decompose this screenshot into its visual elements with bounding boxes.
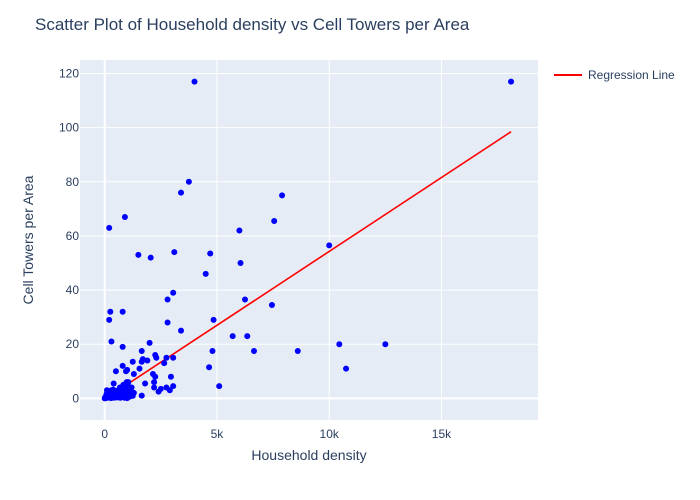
scatter-point [185,178,192,185]
x-tick-label: 0 [101,427,108,441]
scatter-point [138,347,145,354]
scatter-point [178,189,185,196]
y-tick-label: 40 [66,283,80,297]
scatter-point [178,327,185,334]
x-tick-label: 10k [320,427,340,441]
scatter-point [155,388,162,395]
scatter-points [101,78,515,402]
scatter-point [206,364,213,371]
scatter-point [216,383,223,390]
regression-line [104,131,512,400]
scatter-point [138,358,145,365]
x-tick-label: 15k [432,427,452,441]
x-axis-title: Household density [251,447,366,463]
scatter-point [166,387,173,394]
legend-label-regression: Regression Line [588,68,675,82]
plot-area [80,60,538,420]
scatter-point [210,316,217,323]
scatter-point [130,370,137,377]
scatter-point [242,296,249,303]
y-tick-label: 120 [59,67,79,81]
scatter-point [146,339,153,346]
scatter-point [121,213,128,220]
scatter-point [207,250,214,257]
y-tick-label: 20 [66,337,80,351]
scatter-point [279,192,286,199]
scatter-point [151,384,158,391]
scatter-point [147,254,154,261]
scatter-point [142,380,149,387]
scatter-point [163,354,170,361]
scatter-point [108,338,115,345]
scatter-point [129,358,136,365]
scatter-point [135,251,142,258]
scatter-point [107,308,114,315]
scatter-point [236,227,243,234]
scatter-point [161,360,168,367]
scatter-point [202,270,209,277]
tick-labels: 0 5k 10k 15k 0 20 40 60 80 100 120 [59,67,452,441]
scatter-point [237,260,244,267]
scatter-point [119,308,126,315]
scatter-point [170,383,177,390]
scatter-point [250,347,257,354]
plot-content [101,78,515,402]
gridlines [80,60,538,420]
legend: Regression Line [554,68,675,82]
y-tick-label: 60 [66,229,80,243]
y-tick-label: 80 [66,175,80,189]
scatter-point [171,249,178,256]
y-tick-label: 100 [59,121,79,135]
scatter-point [326,242,333,249]
scatter-point [229,333,236,340]
scatter-point [152,373,159,380]
scatter-point [124,366,131,373]
y-axis-title: Cell Towers per Area [20,175,36,304]
chart-title: Scatter Plot of Household density vs Cel… [35,15,470,34]
scatter-point [244,333,251,340]
x-tick-label: 5k [211,427,225,441]
scatter-point [294,347,301,354]
scatter-point [167,373,174,380]
scatter-point [191,78,198,85]
scatter-point [106,316,113,323]
scatter-point [164,319,171,326]
scatter-point [124,392,131,399]
scatter-point [151,379,158,386]
scatter-point [119,343,126,350]
scatter-point [112,368,119,375]
scatter-point [153,354,160,361]
scatter-point [170,289,177,296]
scatter-point [110,380,117,387]
scatter-point [136,365,143,372]
scatter-point [119,362,126,369]
scatter-point [106,224,113,231]
scatter-point [170,354,177,361]
scatter-point [123,379,130,386]
scatter-point [129,392,136,399]
scatter-point [271,218,278,225]
scatter-point [209,347,216,354]
scatter-point [336,341,343,348]
scatter-point [144,357,151,364]
scatter-point [343,365,350,372]
scatter-point [138,392,145,399]
scatter-point [268,301,275,308]
y-tick-label: 0 [72,391,79,405]
scatter-point [164,296,171,303]
scatter-point [508,78,515,85]
scatter-point [382,341,389,348]
